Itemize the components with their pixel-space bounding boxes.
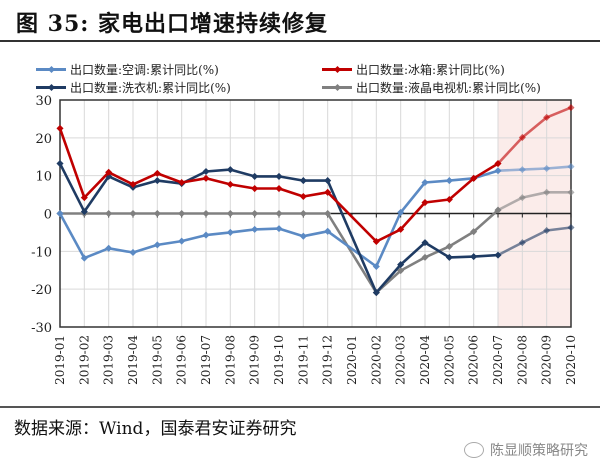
x-axis-tick-labels: 2019-01 2019-02 2019-03 2019-04 2019-05 2019-… xyxy=(53,335,578,385)
svg-text:10: 10 xyxy=(35,170,52,185)
svg-text:2020-07: 2020-07 xyxy=(491,335,505,385)
svg-text:2019-05: 2019-05 xyxy=(150,335,164,385)
data-source-note: 数据来源：Wind，国泰君安证券研究 xyxy=(14,419,297,439)
svg-text:2019-06: 2019-06 xyxy=(175,335,189,385)
svg-text:30: 30 xyxy=(35,94,52,109)
legend-item-aircon: 出口数量:空调:累计同比(%) xyxy=(36,61,219,78)
svg-text:2020-09: 2020-09 xyxy=(540,335,554,385)
svg-text:0: 0 xyxy=(44,208,52,223)
legend-swatch-lcd-tv xyxy=(322,86,352,89)
legend-swatch-fridge xyxy=(322,68,352,71)
series-lines xyxy=(56,104,575,297)
footer-divider xyxy=(0,406,600,408)
legend-item-fridge: 出口数量:冰箱:累计同比(%) xyxy=(322,61,505,78)
svg-text:2019-04: 2019-04 xyxy=(126,335,140,385)
legend-item-washer: 出口数量:洗衣机:累计同比(%) xyxy=(36,79,231,96)
svg-text:2020-05: 2020-05 xyxy=(442,335,456,385)
legend-item-lcd-tv: 出口数量:液晶电视机:累计同比(%) xyxy=(322,79,541,96)
svg-text:2020-02: 2020-02 xyxy=(369,335,383,385)
legend-swatch-washer xyxy=(36,86,66,89)
svg-text:2019-12: 2019-12 xyxy=(321,335,335,385)
svg-text:2020-04: 2020-04 xyxy=(418,335,432,385)
svg-text:2019-09: 2019-09 xyxy=(248,335,262,385)
legend-label-lcd-tv: 出口数量:液晶电视机:累计同比(%) xyxy=(356,81,541,95)
y-axis-tick-labels: 30 20 10 0 -10 -20 -30 xyxy=(31,94,52,336)
svg-text:2020-06: 2020-06 xyxy=(467,335,481,385)
legend-label-washer: 出口数量:洗衣机:累计同比(%) xyxy=(70,81,231,95)
legend-label-fridge: 出口数量:冰箱:累计同比(%) xyxy=(356,63,505,77)
svg-text:2020-08: 2020-08 xyxy=(515,335,529,385)
svg-text:2019-10: 2019-10 xyxy=(272,335,286,385)
svg-text:-20: -20 xyxy=(31,283,52,298)
wechat-icon xyxy=(464,442,484,458)
svg-text:20: 20 xyxy=(35,132,52,147)
svg-text:2020-03: 2020-03 xyxy=(394,335,408,385)
svg-text:-10: -10 xyxy=(31,245,52,260)
svg-text:2019-01: 2019-01 xyxy=(53,335,67,385)
svg-text:2020-10: 2020-10 xyxy=(564,335,578,385)
svg-text:2019-03: 2019-03 xyxy=(102,335,116,385)
watermark-text: 陈显顺策略研究 xyxy=(490,443,588,459)
svg-text:2019-07: 2019-07 xyxy=(199,335,213,385)
legend-swatch-aircon xyxy=(36,68,66,71)
legend-label-aircon: 出口数量:空调:累计同比(%) xyxy=(70,63,219,77)
svg-text:-30: -30 xyxy=(31,321,52,336)
watermark: 陈显顺策略研究 xyxy=(464,440,588,460)
svg-text:2020-01: 2020-01 xyxy=(345,335,359,385)
svg-text:2019-11: 2019-11 xyxy=(296,335,310,385)
title-divider xyxy=(0,40,600,42)
svg-text:2019-08: 2019-08 xyxy=(223,335,237,385)
figure-title: 图 35: 家电出口增速持续修复 xyxy=(16,11,329,37)
svg-text:2019-02: 2019-02 xyxy=(77,335,91,385)
